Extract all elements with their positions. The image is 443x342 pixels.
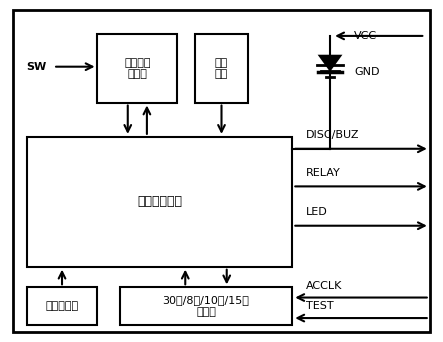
Bar [195,34,248,103]
Text: SW: SW [27,62,47,72]
Text: DISC/BUZ: DISC/BUZ [306,130,359,140]
Text: TEST: TEST [306,301,333,311]
Bar [120,287,292,325]
Text: ACCLK: ACCLK [306,281,342,291]
Bar [97,34,177,103]
Text: 传感器信
号处理: 传感器信 号处理 [124,57,151,79]
Text: 30秒/8分/10分/15分
定时器: 30秒/8分/10分/15分 定时器 [163,295,249,317]
Text: 逻辑控制电路: 逻辑控制电路 [137,195,182,208]
Text: GND: GND [354,67,380,77]
Text: 系统振荡器: 系统振荡器 [46,301,78,311]
Bar [27,137,292,267]
Text: 上电
复位: 上电 复位 [215,57,228,79]
Text: LED: LED [306,207,327,217]
Bar [27,287,97,325]
Text: VCC: VCC [354,31,377,41]
Text: RELAY: RELAY [306,168,340,178]
Polygon shape [318,55,342,72]
